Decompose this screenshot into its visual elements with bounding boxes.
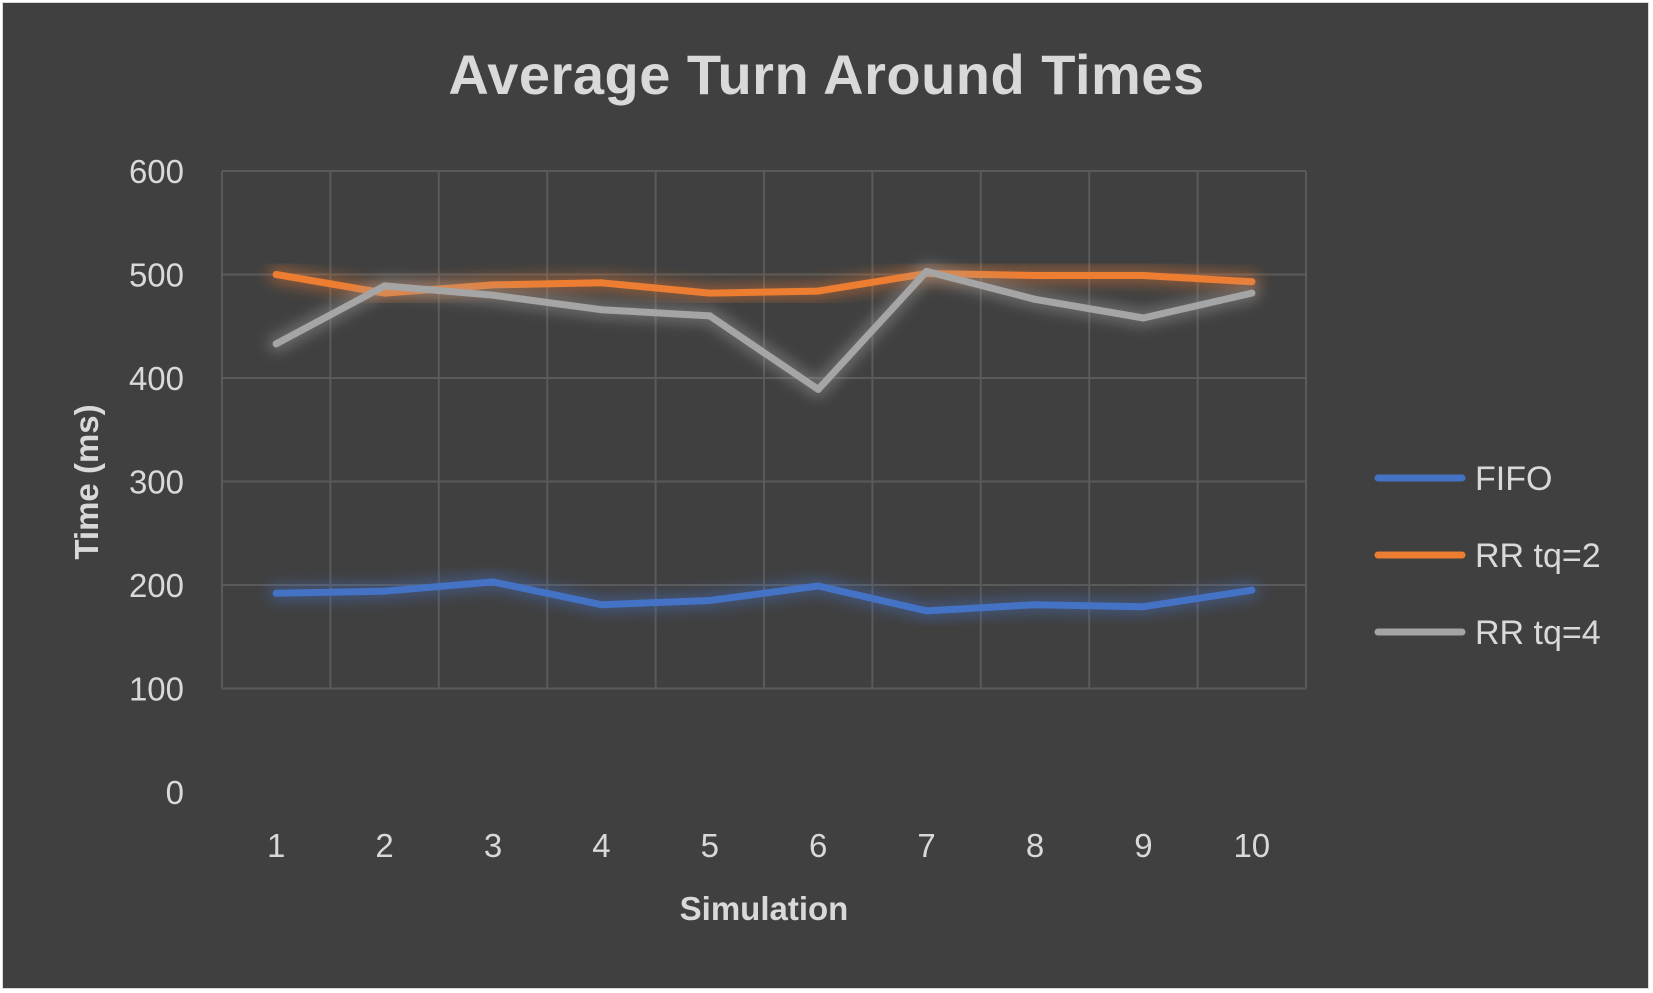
gridlines <box>221 170 1307 690</box>
data-point <box>1139 272 1147 280</box>
x-tick-label: 8 <box>1026 827 1044 864</box>
legend-label: RR tq=4 <box>1475 614 1601 652</box>
data-point <box>706 597 714 605</box>
series-line-2 <box>272 267 1256 393</box>
x-tick-label: 4 <box>592 827 610 864</box>
x-axis-ticks: 1 2 3 4 5 6 7 8 9 10 <box>267 827 1270 864</box>
y-tick-label: 200 <box>129 567 184 604</box>
data-point <box>597 306 605 314</box>
data-point <box>706 312 714 320</box>
data-point <box>1248 586 1256 594</box>
data-point <box>272 340 280 348</box>
data-point <box>706 289 714 297</box>
x-tick-label: 2 <box>375 827 393 864</box>
data-point <box>1248 289 1256 297</box>
y-axis-ticks: 0 100 200 300 400 500 600 <box>129 153 184 811</box>
y-tick-label: 400 <box>129 360 184 397</box>
legend-label: FIFO <box>1475 460 1552 498</box>
y-tick-label: 600 <box>129 153 184 190</box>
series-line-0 <box>272 578 1256 615</box>
legend: FIFO RR tq=2 RR tq=4 <box>1374 460 1601 652</box>
data-point <box>1031 272 1039 280</box>
data-point <box>597 279 605 287</box>
data-point <box>489 578 497 586</box>
y-tick-label: 500 <box>129 257 184 294</box>
data-point <box>814 582 822 590</box>
data-point <box>381 587 389 595</box>
y-tick-label: 100 <box>129 671 184 708</box>
y-tick-label: 300 <box>129 464 184 501</box>
data-point <box>489 291 497 299</box>
data-point <box>1139 314 1147 322</box>
x-axis-title: Simulation <box>680 890 849 927</box>
x-tick-label: 7 <box>917 827 935 864</box>
x-tick-label: 5 <box>701 827 719 864</box>
x-tick-label: 3 <box>484 827 502 864</box>
chart-title: Average Turn Around Times <box>448 43 1205 106</box>
data-point <box>814 385 822 393</box>
data-point <box>1139 603 1147 611</box>
data-point <box>272 271 280 278</box>
x-tick-label: 9 <box>1134 827 1152 864</box>
x-tick-label: 10 <box>1233 827 1270 864</box>
data-point <box>597 601 605 609</box>
x-tick-label: 1 <box>267 827 285 864</box>
data-point <box>1248 278 1256 286</box>
data-point <box>1031 601 1039 609</box>
y-axis-title: Time (ms) <box>68 404 105 559</box>
data-point <box>381 282 389 290</box>
legend-label: RR tq=2 <box>1475 537 1601 575</box>
data-point <box>814 287 822 295</box>
series-lines <box>268 263 1260 619</box>
y-tick-label: 0 <box>166 774 184 811</box>
data-point <box>272 589 280 597</box>
data-point <box>1031 295 1039 303</box>
x-tick-label: 6 <box>809 827 827 864</box>
data-point <box>923 267 931 275</box>
data-point <box>489 281 497 289</box>
data-point <box>923 607 931 615</box>
